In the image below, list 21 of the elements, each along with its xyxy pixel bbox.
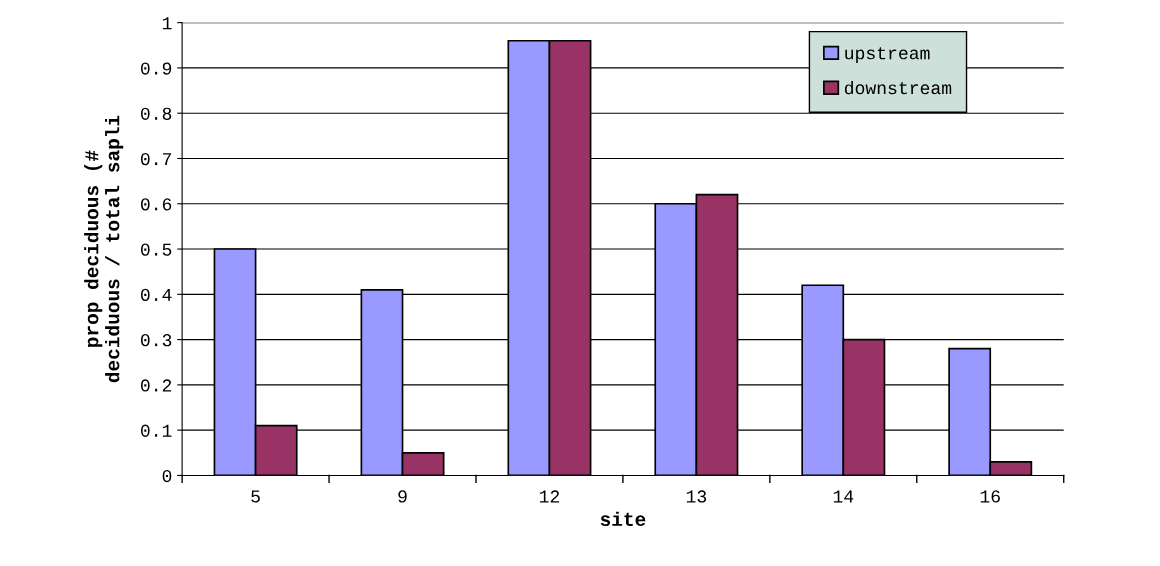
x-axis-title: site: [600, 511, 646, 526]
y-tick-label: 0.2: [140, 379, 172, 392]
x-tick-label: 14: [833, 490, 854, 503]
legend-label: downstream: [844, 81, 952, 95]
x-tick-label: 9: [398, 490, 407, 503]
x-tick-label: 13: [686, 490, 707, 503]
y-axis-title: prop deciduous (# deciduous / total sapli: [84, 115, 124, 383]
y-tick-label: 1: [162, 17, 172, 30]
y-tick-label: 0: [162, 469, 172, 483]
legend-label: upstream: [845, 47, 930, 63]
x-tick-label: 12: [539, 490, 560, 503]
x-tick-label: 16: [980, 490, 1000, 503]
y-tick-label: 0.9: [140, 62, 172, 75]
y-tick-label: 0.3: [140, 334, 172, 347]
y-tick-label: 0.4: [140, 288, 172, 302]
y-tick-label: 0.6: [140, 198, 172, 211]
y-tick-label: 0.8: [140, 107, 172, 120]
y-tick-label: 0.5: [140, 243, 172, 256]
x-tick-label: 5: [251, 490, 260, 503]
y-tick-label: 0.7: [140, 152, 171, 166]
y-tick-label: 0.1: [140, 424, 172, 437]
